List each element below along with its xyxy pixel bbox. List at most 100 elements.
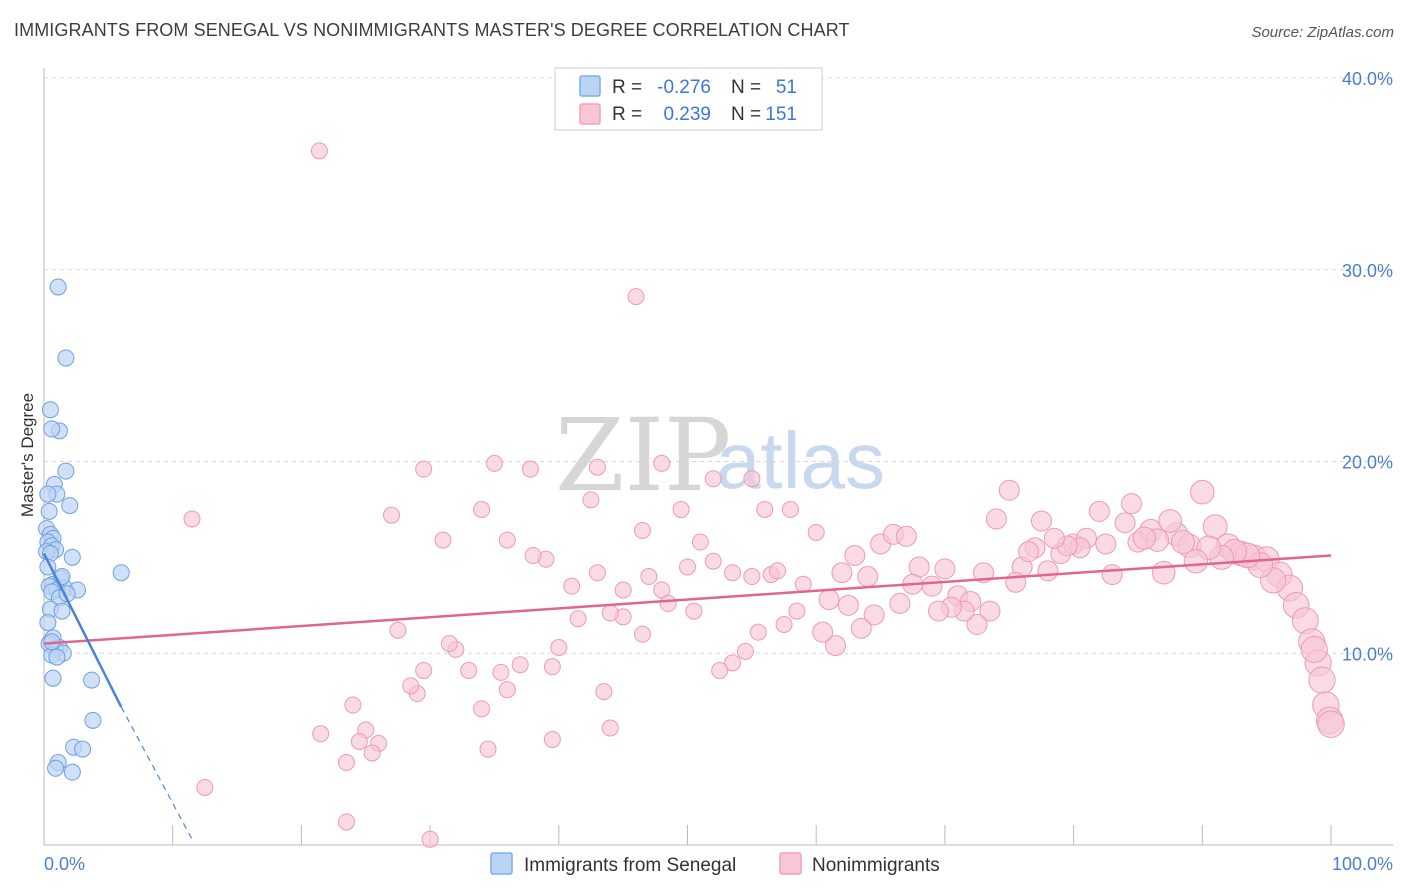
nonimmigrant-point — [704, 552, 722, 570]
nonimmigrant-point — [460, 662, 478, 680]
senegal-point — [40, 502, 58, 520]
nonimmigrant-point — [569, 610, 587, 628]
legend-n-value-2: 151 — [765, 104, 797, 125]
nonimmigrant-point — [183, 510, 201, 528]
watermark-zip: ZIP — [555, 397, 731, 514]
nonimmigrant-point — [633, 625, 651, 643]
nonimmigrant-point — [633, 522, 651, 540]
nonimmigrant-point — [837, 594, 859, 616]
nonimmigrant-point — [756, 500, 774, 518]
nonimmigrant-point — [857, 566, 879, 588]
nonimmigrant-point — [691, 533, 709, 551]
senegal-point — [57, 462, 75, 480]
trend-lines — [42, 552, 1332, 840]
nonimmigrant-point — [743, 470, 761, 488]
nonimmigrant-point — [1170, 530, 1196, 555]
nonimmigrant-point — [521, 460, 539, 478]
legend-swatch-blue — [579, 75, 601, 97]
senegal-point — [41, 401, 59, 419]
nonimmigrant-point — [934, 558, 956, 580]
nonimmigrant-point — [1030, 510, 1052, 532]
nonimmigrant-point — [434, 531, 452, 549]
nonimmigrant-point — [985, 508, 1007, 530]
y-tick-label: 30.0% — [1342, 261, 1393, 281]
nonimmigrant-point — [389, 621, 407, 639]
nonimmigrant-point — [927, 600, 949, 622]
nonimmigrant-point — [1088, 500, 1110, 522]
legend-n-label-2: N = — [731, 104, 761, 125]
nonimmigrant-point — [1101, 564, 1123, 586]
legend-r-value-1: -0.276 — [657, 77, 711, 98]
nonimmigrant-point — [310, 142, 328, 160]
nonimmigrant-point — [337, 754, 355, 772]
senegal-point — [63, 763, 81, 781]
bottom-legend-label-nonimmigrants: Nonimmigrants — [812, 855, 940, 876]
nonimmigrant-point — [998, 479, 1020, 501]
y-tick-label: 40.0% — [1342, 69, 1393, 89]
senegal-point — [112, 564, 130, 582]
nonimmigrant-point — [492, 663, 510, 681]
legend-r-label-1: R = — [612, 77, 642, 98]
nonimmigrant-point — [473, 500, 491, 518]
nonimmigrant-point — [736, 642, 754, 660]
senegal-point — [39, 614, 57, 632]
nonimmigrant-point — [415, 460, 433, 478]
legend-r-label-2: R = — [612, 104, 642, 125]
senegal-point — [44, 669, 62, 687]
source-label: Source: ZipAtlas.com — [1251, 24, 1394, 41]
nonimmigrant-point — [781, 500, 799, 518]
nonimmigrant-point — [1005, 571, 1027, 593]
chart-title: IMMIGRANTS FROM SENEGAL VS NONIMMIGRANTS… — [14, 20, 850, 40]
nonimmigrant-point — [640, 568, 658, 586]
bottom-legend: Immigrants from Senegal Nonimmigrants — [490, 852, 940, 876]
senegal-point — [61, 497, 79, 515]
nonimmigrant-point — [588, 564, 606, 582]
nonimmigrant-point — [363, 744, 381, 762]
nonimmigrant-point — [473, 700, 491, 718]
axes — [43, 68, 1393, 846]
nonimmigrant-point — [966, 613, 988, 635]
nonimmigrant-point — [831, 562, 853, 584]
nonimmigrant-point — [588, 458, 606, 476]
nonimmigrant-point — [1190, 479, 1215, 505]
y-tick-label: 10.0% — [1342, 644, 1393, 664]
watermark-atlas: atlas — [716, 416, 885, 505]
nonimmigrant-point — [1151, 560, 1176, 585]
senegal-point — [53, 602, 71, 620]
nonimmigrants-points — [183, 142, 1345, 848]
nonimmigrant-point — [653, 454, 671, 472]
legend-n-value-1: 51 — [776, 77, 797, 98]
nonimmigrant-point — [1121, 493, 1143, 515]
x-tick-label-max: 100.0% — [1332, 854, 1393, 874]
nonimmigrant-point — [550, 638, 568, 656]
nonimmigrant-point — [344, 696, 362, 714]
nonimmigrant-point — [685, 602, 703, 620]
y-tick-labels: 10.0% 20.0% 30.0% 40.0% — [1342, 69, 1393, 664]
nonimmigrant-point — [524, 546, 542, 564]
nonimmigrant-point — [543, 658, 561, 676]
nonimmigrant-point — [1095, 533, 1117, 555]
nonimmigrant-point — [511, 656, 529, 674]
nonimmigrant-point — [704, 470, 722, 488]
nonimmigrant-point — [1300, 635, 1328, 663]
nonimmigrant-point — [679, 558, 696, 576]
senegal-point — [63, 548, 81, 566]
nonimmigrant-point — [382, 506, 400, 524]
nonimmigrant-point — [921, 575, 943, 597]
bottom-legend-swatch-blue — [490, 852, 513, 875]
nonimmigrant-point — [1043, 527, 1065, 549]
nonimmigrant-point — [440, 635, 458, 653]
nonimmigrant-point — [749, 623, 767, 641]
bottom-legend-label-senegal: Immigrants from Senegal — [524, 855, 736, 876]
nonimmigrant-point — [601, 719, 619, 737]
senegal-point — [84, 711, 102, 729]
senegal-point — [39, 485, 57, 503]
nonimmigrant-point — [543, 731, 561, 749]
senegal-point — [43, 420, 61, 438]
nonimmigrant-point — [812, 621, 834, 643]
nonimmigrant-point — [498, 531, 516, 549]
senegal-point — [74, 740, 92, 758]
senegal-point — [57, 349, 75, 367]
nonimmigrant-point — [1308, 666, 1336, 694]
nonimmigrant-point — [794, 575, 812, 593]
